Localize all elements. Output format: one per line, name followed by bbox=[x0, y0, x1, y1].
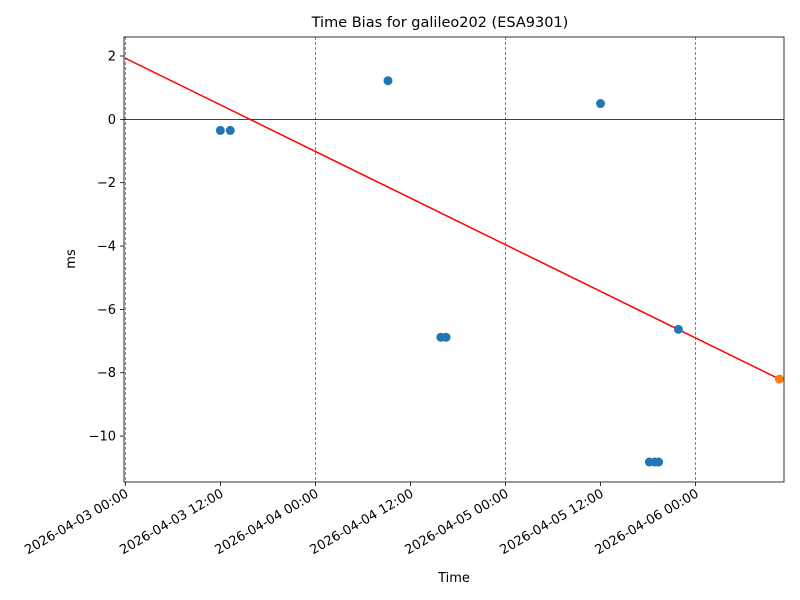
x-tick-label: 2026-04-05 00:00 bbox=[403, 486, 512, 558]
plot-area: 2 0 −2 −4 −6 −8 −10 2026-04-03 00:002026-04-03 … bbox=[22, 36, 785, 558]
y-tick-label: −10 bbox=[89, 430, 116, 445]
data-point bbox=[441, 332, 451, 342]
latest-data-point bbox=[774, 374, 784, 384]
y-tick-label: −8 bbox=[97, 366, 116, 381]
x-tick-label: 2026-04-03 12:00 bbox=[117, 486, 226, 558]
data-point bbox=[383, 76, 393, 86]
x-tick-label: 2026-04-03 00:00 bbox=[22, 486, 131, 558]
y-tick-label: −2 bbox=[97, 176, 116, 191]
y-tick-label: −4 bbox=[97, 240, 116, 255]
trend-line bbox=[124, 57, 780, 380]
x-tick-label: 2026-04-06 00:00 bbox=[593, 486, 702, 558]
y-tick-label: 2 bbox=[108, 50, 116, 65]
data-point bbox=[654, 457, 664, 467]
data-point bbox=[596, 99, 606, 109]
chart-title: Time Bias for galileo202 (ESA9301) bbox=[311, 15, 569, 31]
x-tick-label: 2026-04-05 12:00 bbox=[498, 486, 607, 558]
plot-frame bbox=[123, 36, 785, 483]
data-point bbox=[215, 125, 225, 135]
y-tick-label: −6 bbox=[97, 303, 116, 318]
x-tick-label: 2026-04-04 00:00 bbox=[212, 486, 321, 558]
x-axis-label: Time bbox=[437, 571, 470, 586]
y-axis-label: ms bbox=[64, 249, 79, 269]
x-tick-label: 2026-04-04 12:00 bbox=[307, 486, 416, 558]
data-point bbox=[673, 324, 683, 334]
y-tick-label: 0 bbox=[108, 113, 116, 128]
data-point bbox=[225, 125, 235, 135]
